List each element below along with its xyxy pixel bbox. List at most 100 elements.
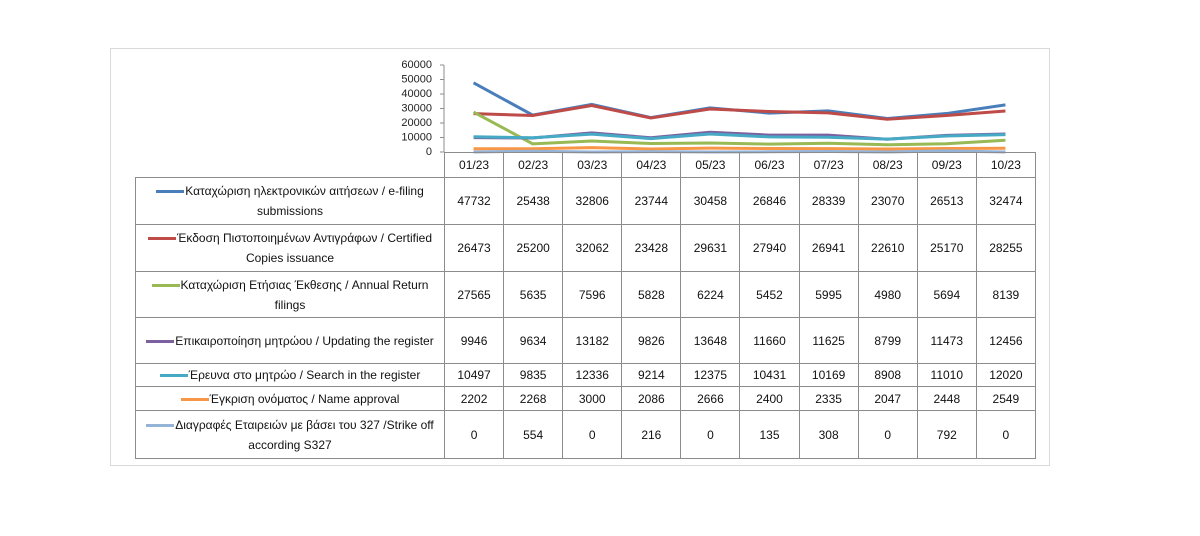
legend-key bbox=[147, 237, 176, 241]
value-cell: 5694 bbox=[916, 271, 977, 318]
legend-key bbox=[151, 283, 180, 287]
value-cell: 26941 bbox=[798, 224, 859, 272]
value-cell: 26513 bbox=[916, 177, 977, 225]
series-line bbox=[473, 149, 1006, 154]
legend-cell: Διαγραφές Εταιρειών με βάσει του 327 /St… bbox=[135, 410, 445, 459]
series-row: Καταχώριση ηλεκτρονικών αιτήσεων / e-fil… bbox=[135, 177, 1036, 225]
chart-frame bbox=[110, 48, 1050, 466]
value-cell: 0 bbox=[975, 410, 1036, 459]
value-cell: 13182 bbox=[562, 317, 623, 364]
x-tick-label: 06/23 bbox=[739, 152, 800, 178]
value-cell: 25200 bbox=[503, 224, 564, 272]
header-row: 01/23 02/23 03/23 04/23 05/23 06/23 07/23 08/23… bbox=[136, 152, 1036, 178]
value-cell: 8799 bbox=[857, 317, 918, 364]
x-tick-label: 05/23 bbox=[680, 152, 741, 178]
legend-key bbox=[156, 190, 185, 194]
value-cell: 2268 bbox=[503, 386, 564, 411]
series-line bbox=[473, 132, 1006, 141]
value-cell: 2086 bbox=[621, 386, 682, 411]
value-cell: 135 bbox=[739, 410, 800, 459]
value-cell: 5828 bbox=[621, 271, 682, 318]
value-cell: 12336 bbox=[562, 363, 623, 387]
value-cell: 32806 bbox=[562, 177, 623, 225]
legend-cell: Καταχώριση ηλεκτρονικών αιτήσεων / e-fil… bbox=[135, 177, 445, 225]
value-cell: 28339 bbox=[798, 177, 859, 225]
value-cell: 32474 bbox=[975, 177, 1036, 225]
legend-cell: Έρευνα στο μητρώο / Search in the regist… bbox=[135, 363, 445, 387]
y-tick-label: 20000 bbox=[401, 117, 432, 129]
value-cell: 2448 bbox=[916, 386, 977, 411]
value-cell: 7596 bbox=[562, 271, 623, 318]
value-cell: 9946 bbox=[443, 317, 505, 364]
value-cell: 13648 bbox=[680, 317, 741, 364]
legend-label: Καταχώριση Ετήσιας Έκθεσης / Annual Retu… bbox=[180, 277, 429, 312]
value-cell: 11010 bbox=[916, 363, 977, 387]
value-cell: 9214 bbox=[621, 363, 682, 387]
value-cell: 10497 bbox=[443, 363, 505, 387]
legend-key bbox=[180, 397, 209, 401]
x-tick-label: 01/23 bbox=[443, 152, 505, 178]
legend-label: Έκδοση Πιστοποιημένων Αντιγράφων / Certi… bbox=[176, 231, 433, 265]
value-cell: 12020 bbox=[975, 363, 1036, 387]
value-cell: 29631 bbox=[680, 224, 741, 272]
legend-cell: Καταχώριση Ετήσιας Έκθεσης / Annual Retu… bbox=[135, 271, 445, 318]
value-cell: 0 bbox=[680, 410, 741, 459]
legend-key bbox=[146, 339, 175, 343]
x-tick-label: 04/23 bbox=[621, 152, 682, 178]
series-row: Διαγραφές Εταιρειών με βάσει του 327 /St… bbox=[135, 410, 1036, 459]
value-cell: 5635 bbox=[503, 271, 564, 318]
legend-cell: Έκδοση Πιστοποιημένων Αντιγράφων / Certi… bbox=[135, 224, 445, 272]
legend-cell: Επικαιροποίηση μητρώου / Updating the re… bbox=[135, 317, 445, 364]
value-cell: 30458 bbox=[680, 177, 741, 225]
value-cell: 12456 bbox=[975, 317, 1036, 364]
series-line bbox=[472, 110, 1006, 147]
value-cell: 9634 bbox=[503, 317, 564, 364]
value-cell: 0 bbox=[857, 410, 918, 459]
value-cell: 12375 bbox=[680, 363, 741, 387]
legend-label: Έρευνα στο μητρώο / Search in the regist… bbox=[188, 368, 421, 382]
y-tick-label: 40000 bbox=[401, 88, 432, 100]
data-table: 01/23 02/23 03/23 04/23 05/23 06/23 07/23 08/23… bbox=[135, 152, 1036, 459]
value-cell: 216 bbox=[621, 410, 682, 459]
value-cell: 2549 bbox=[975, 386, 1036, 411]
value-cell: 2047 bbox=[857, 386, 918, 411]
value-cell: 28255 bbox=[975, 224, 1036, 272]
value-cell: 4980 bbox=[857, 271, 918, 318]
value-cell: 23428 bbox=[621, 224, 682, 272]
value-cell: 0 bbox=[443, 410, 505, 459]
y-tick-label: 50000 bbox=[401, 73, 432, 85]
legend-key bbox=[146, 423, 175, 427]
value-cell: 2335 bbox=[798, 386, 859, 411]
legend-label: Διαγραφές Εταιρειών με βάσει του 327 /St… bbox=[175, 417, 434, 452]
y-tick-label: 0 bbox=[426, 146, 432, 158]
value-cell: 9835 bbox=[503, 363, 564, 387]
x-tick-label: 02/23 bbox=[503, 152, 564, 178]
series-row: Έρευνα στο μητρώο / Search in the regist… bbox=[135, 363, 1036, 387]
y-tick-label: 60000 bbox=[401, 59, 432, 71]
value-cell: 27940 bbox=[739, 224, 800, 272]
x-tick-label: 08/23 bbox=[857, 152, 918, 178]
x-tick-label: 09/23 bbox=[916, 152, 977, 178]
x-tick-label: 03/23 bbox=[562, 152, 623, 178]
series-row: Έγκριση ονόματος / Name approval 2202 2268… bbox=[135, 386, 1036, 411]
value-cell: 47732 bbox=[443, 177, 505, 225]
legend-key bbox=[159, 374, 188, 378]
legend-cell: Έγκριση ονόματος / Name approval bbox=[135, 386, 445, 411]
value-cell: 2400 bbox=[739, 386, 800, 411]
legend-label: Επικαιροποίηση μητρώου / Updating the re… bbox=[175, 333, 434, 348]
value-cell: 27565 bbox=[443, 271, 505, 318]
series-line bbox=[473, 146, 1006, 151]
x-tick-label: 10/23 bbox=[975, 152, 1036, 178]
legend-label: Καταχώριση ηλεκτρονικών αιτήσεων / e-fil… bbox=[185, 184, 424, 218]
value-cell: 554 bbox=[503, 410, 564, 459]
value-cell: 32062 bbox=[562, 224, 623, 272]
value-cell: 22610 bbox=[857, 224, 918, 272]
corner-cell bbox=[136, 153, 445, 178]
series-line bbox=[473, 103, 1006, 121]
value-cell: 5452 bbox=[739, 271, 800, 318]
value-cell: 2666 bbox=[680, 386, 741, 411]
value-cell: 2202 bbox=[443, 386, 505, 411]
value-cell: 11625 bbox=[798, 317, 859, 364]
